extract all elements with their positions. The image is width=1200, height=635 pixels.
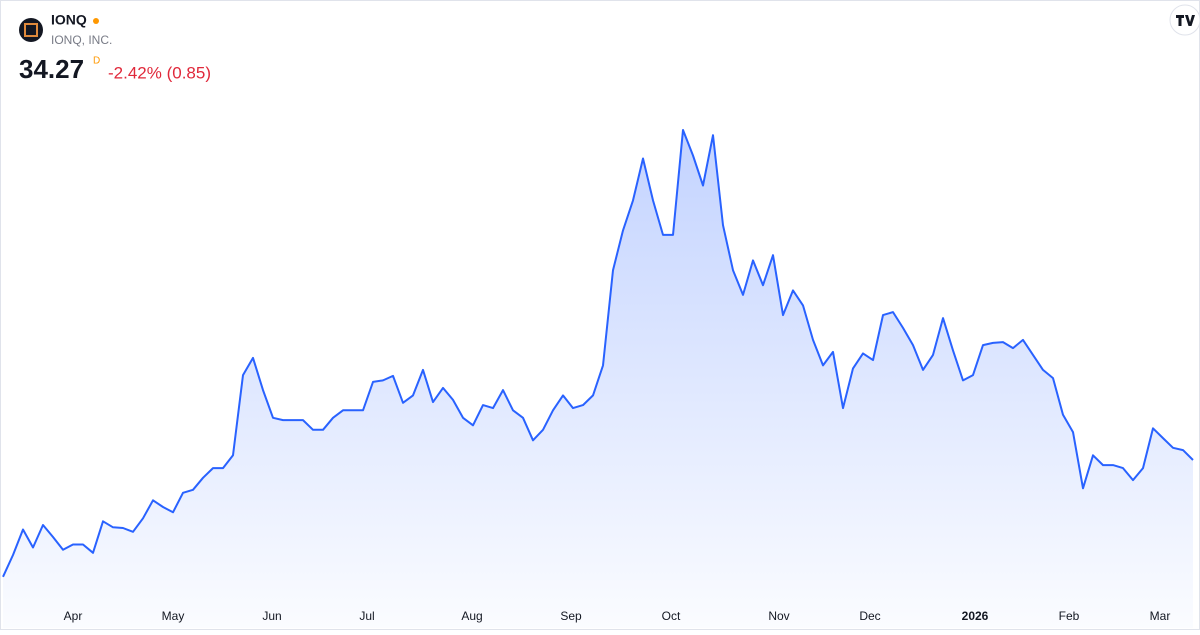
symbol: IONQ	[51, 12, 87, 28]
x-tick-label: Aug	[461, 609, 482, 623]
x-tick-label: Apr	[64, 609, 83, 623]
company-name: IONQ, INC.	[51, 33, 112, 47]
x-tick-label: 2026	[962, 609, 989, 623]
tv-logo[interactable]	[1176, 15, 1195, 26]
change: -2.42% (0.85)	[108, 63, 211, 82]
x-tick-label: Dec	[859, 609, 880, 623]
x-tick-label: Feb	[1059, 609, 1080, 623]
x-tick-label: Jul	[359, 609, 374, 623]
status-dot	[93, 18, 99, 24]
logo	[19, 18, 43, 42]
x-tick-label: Mar	[1150, 609, 1171, 623]
x-tick-label: Sep	[560, 609, 582, 623]
price-flag: D	[93, 56, 100, 67]
area-fill	[3, 130, 1193, 628]
price: 34.27	[19, 54, 84, 84]
plot-area	[2, 129, 1194, 628]
x-tick-label: Oct	[662, 609, 681, 623]
x-tick-label: Jun	[262, 609, 281, 623]
logo-mark	[24, 23, 38, 37]
price-line	[2, 129, 1194, 578]
x-tick-label: Nov	[768, 609, 789, 623]
tv-logo-bg[interactable]	[1169, 4, 1200, 36]
x-tick-label: May	[162, 609, 185, 623]
